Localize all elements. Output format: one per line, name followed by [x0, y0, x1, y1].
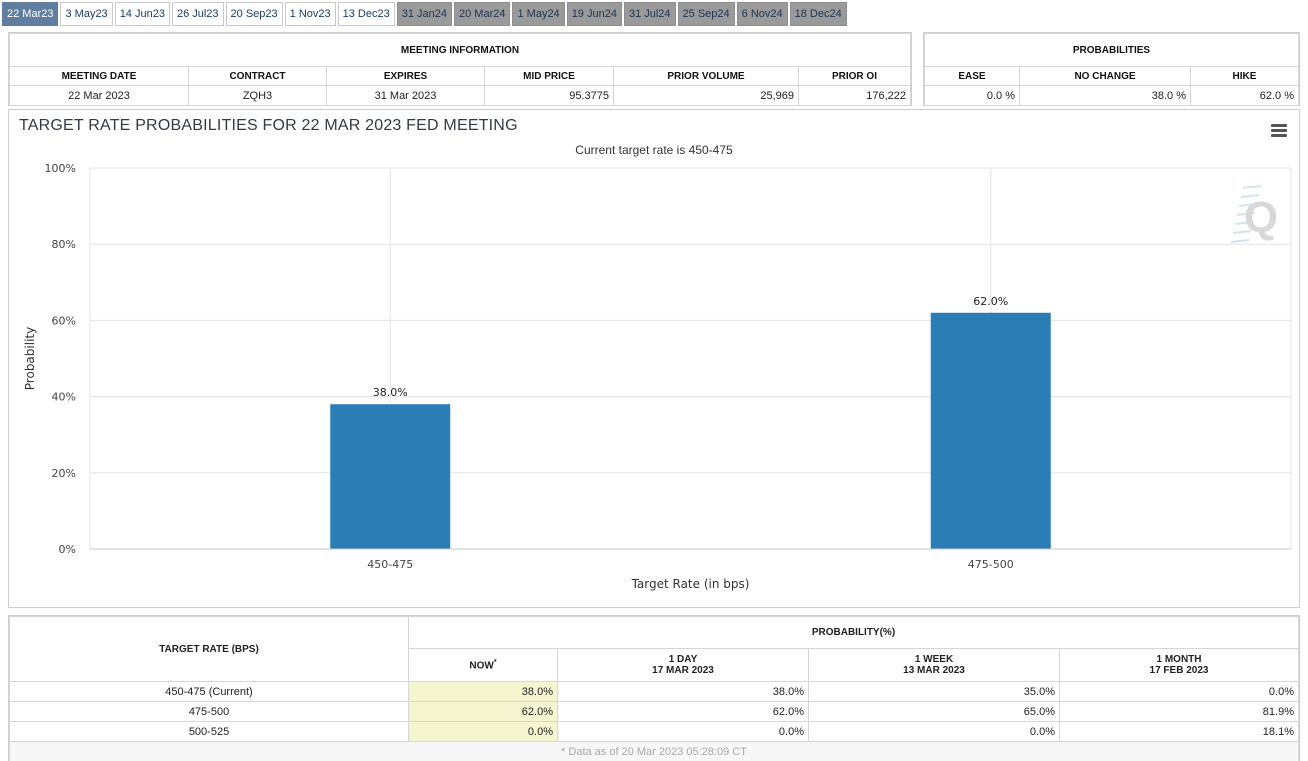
table-row: 450-475 (Current) 38.0% 38.0% 35.0% 0.0% — [9, 681, 1299, 702]
tab-meeting-0[interactable]: 22 Mar23 — [2, 2, 59, 26]
tab-meeting-6[interactable]: 13 Dec23 — [337, 2, 395, 26]
probability-cell: 38.0% — [408, 681, 558, 702]
x-axis-title: Target Rate (in bps) — [631, 577, 750, 591]
y-tick-label: 80% — [52, 238, 76, 251]
x-tick-label: 450-475 — [367, 558, 413, 571]
prior-volume-value: 25,969 — [613, 85, 799, 106]
q-logo-icon: Q — [1230, 185, 1278, 243]
tab-meeting-3[interactable]: 26 Jul23 — [171, 2, 224, 26]
contract-value: ZQH3 — [188, 85, 327, 106]
tab-meeting-12[interactable]: 25 Sep24 — [677, 2, 735, 26]
prior-volume-header: PRIOR VOLUME — [613, 66, 799, 86]
probability-cell: 0.0% — [808, 721, 1060, 742]
prior-oi-value: 176,222 — [798, 85, 911, 106]
probability-cell: 0.0% — [408, 721, 558, 742]
one-month-header: 1 MONTH 17 FEB 2023 — [1059, 648, 1299, 682]
tab-meeting-5[interactable]: 1 Nov23 — [284, 2, 336, 26]
y-tick-label: 40% — [52, 391, 76, 404]
probability-cell: 81.9% — [1059, 701, 1299, 722]
probability-cell: 0.0% — [1059, 681, 1299, 702]
no-change-value: 38.0 % — [1019, 85, 1191, 106]
data-timestamp-footnote: * Data as of 20 Mar 2023 05:28:09 CT — [9, 741, 1299, 761]
meeting-date-value: 22 Mar 2023 — [9, 85, 189, 106]
target-rate-cell: 500-525 — [9, 721, 409, 742]
tab-meeting-13[interactable]: 6 Nov24 — [736, 2, 788, 26]
probabilities-title: PROBABILITIES — [924, 33, 1299, 67]
ease-header: EASE — [924, 66, 1020, 86]
tab-meeting-4[interactable]: 20 Sep23 — [225, 2, 283, 26]
target-rate-header: TARGET RATE (BPS) — [9, 616, 409, 682]
probability-cell: 65.0% — [808, 701, 1060, 722]
bar-475-500 — [930, 312, 1051, 549]
tab-meeting-14[interactable]: 18 Dec24 — [789, 2, 847, 26]
table-row: 475-500 62.0% 62.0% 65.0% 81.9% — [9, 701, 1299, 722]
y-tick-label: 60% — [52, 314, 76, 327]
x-tick-label: 475-500 — [968, 558, 1014, 571]
y-axis-title: Probability — [23, 327, 37, 390]
probability-table-panel: TARGET RATE (BPS) PROBABILITY(%) NOW* 1 … — [8, 615, 1300, 761]
probability-cell: 62.0% — [557, 701, 809, 722]
y-tick-label: 0% — [59, 543, 76, 556]
probability-cell: 18.1% — [1059, 721, 1299, 742]
probability-cell: 0.0% — [557, 721, 809, 742]
target-rate-chart: 0% 20% 40% 60% 80% 100% 38.0% 450-475 62.0% 475-5… — [23, 162, 1292, 591]
probabilities-panel: PROBABILITIES EASE NO CHANGE HIKE 0.0 % … — [923, 32, 1300, 106]
meeting-date-header: MEETING DATE — [9, 66, 189, 86]
now-header: NOW* — [408, 648, 558, 682]
probability-cell: 38.0% — [557, 681, 809, 702]
svg-text:Q: Q — [1244, 193, 1278, 242]
bar-450-475 — [330, 404, 451, 549]
hike-value: 62.0 % — [1190, 85, 1299, 106]
mid-price-value: 95.3775 — [484, 85, 614, 106]
tab-meeting-8[interactable]: 20 Mar24 — [454, 2, 511, 26]
bar-data-label: 38.0% — [373, 386, 408, 399]
y-tick-label: 20% — [52, 467, 76, 480]
no-change-header: NO CHANGE — [1019, 66, 1191, 86]
tab-meeting-9[interactable]: 1 May24 — [512, 2, 565, 26]
tab-meeting-2[interactable]: 14 Jun23 — [114, 2, 170, 26]
bar-data-label: 62.0% — [973, 295, 1008, 308]
tab-meeting-7[interactable]: 31 Jan24 — [396, 2, 452, 26]
meeting-date-tabs: 22 Mar23 3 May23 14 Jun23 26 Jul23 20 Sep23 1… — [2, 2, 849, 26]
hike-header: HIKE — [1190, 66, 1299, 86]
now-footnote-marker: * — [493, 658, 497, 666]
expires-value: 31 Mar 2023 — [326, 85, 485, 106]
tab-meeting-10[interactable]: 19 Jun24 — [566, 2, 622, 26]
meeting-information-panel: MEETING INFORMATION MEETING DATE CONTRAC… — [8, 32, 912, 106]
hamburger-icon[interactable] — [1271, 124, 1287, 138]
chart-title: TARGET RATE PROBABILITIES FOR 22 MAR 202… — [19, 117, 518, 134]
contract-header: CONTRACT — [188, 66, 327, 86]
target-rate-chart-panel: 0% 20% 40% 60% 80% 100% 38.0% 450-475 62.0% 475-5… — [8, 109, 1300, 608]
prior-oi-header: PRIOR OI — [798, 66, 911, 86]
one-day-header: 1 DAY 17 MAR 2023 — [557, 648, 809, 682]
probability-cell: 62.0% — [408, 701, 558, 722]
mid-price-header: MID PRICE — [484, 66, 614, 86]
tab-meeting-11[interactable]: 31 Jul24 — [623, 2, 676, 26]
one-week-header: 1 WEEK 13 MAR 2023 — [808, 648, 1060, 682]
meeting-information-title: MEETING INFORMATION — [9, 33, 911, 67]
y-tick-label: 100% — [45, 162, 76, 175]
table-row: 500-525 0.0% 0.0% 0.0% 18.1% — [9, 721, 1299, 742]
probability-group-header: PROBABILITY(%) — [408, 616, 1299, 649]
expires-header: EXPIRES — [326, 66, 485, 86]
probability-cell: 35.0% — [808, 681, 1060, 702]
target-rate-cell: 450-475 (Current) — [9, 681, 409, 702]
tab-meeting-1[interactable]: 3 May23 — [60, 2, 113, 26]
ease-value: 0.0 % — [924, 85, 1020, 106]
chart-subtitle: Current target rate is 450-475 — [575, 143, 733, 157]
target-rate-cell: 475-500 — [9, 701, 409, 722]
